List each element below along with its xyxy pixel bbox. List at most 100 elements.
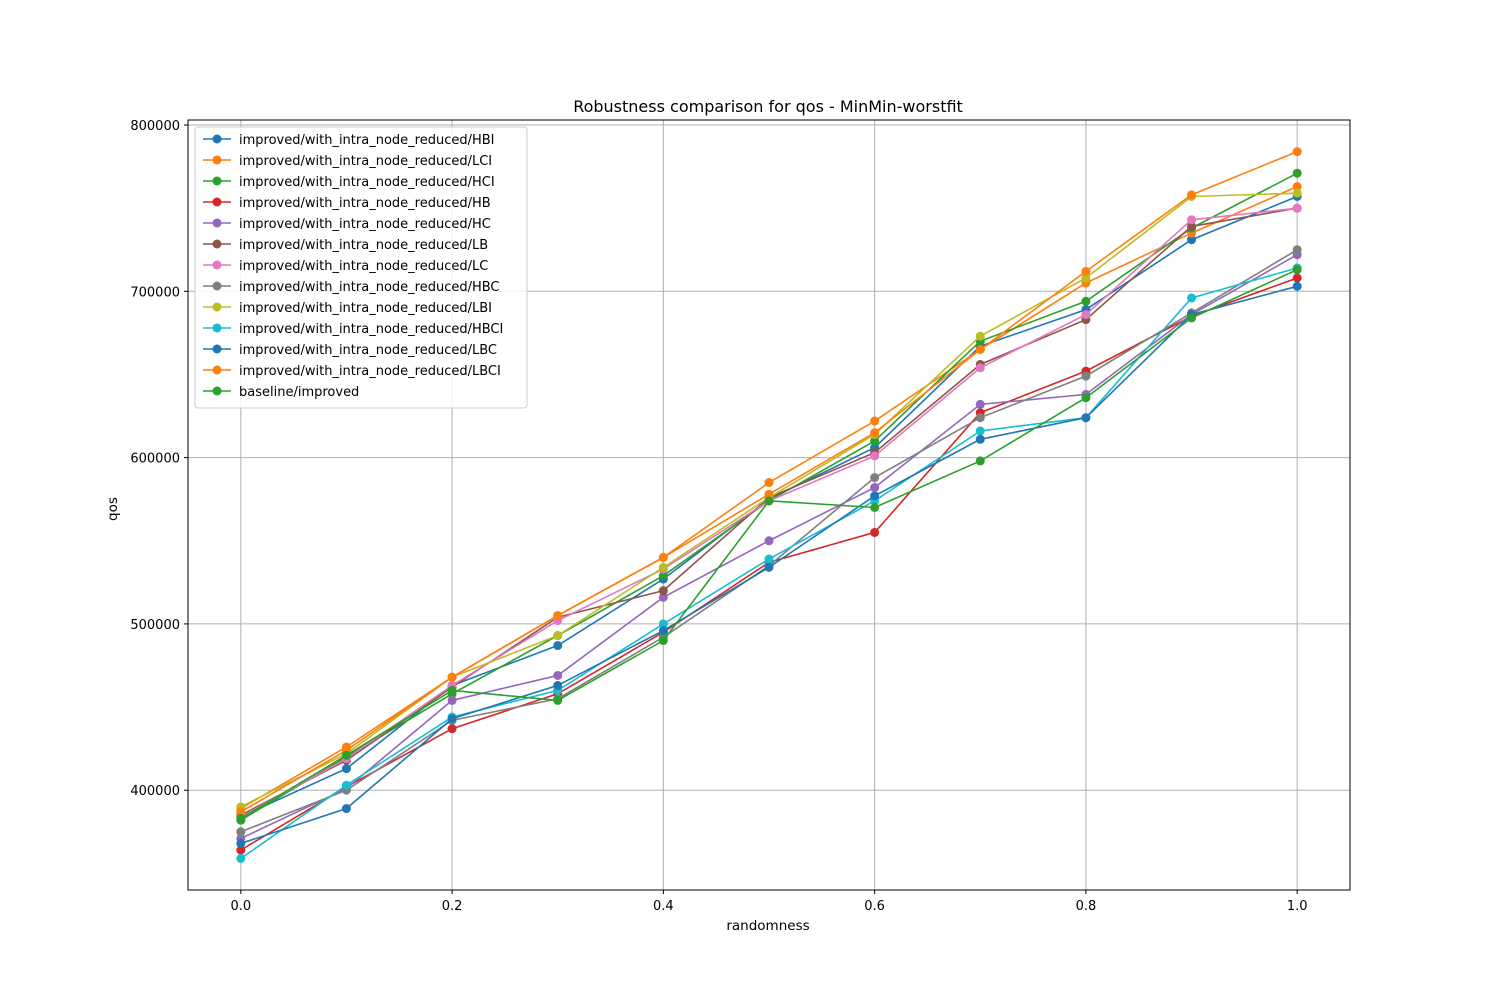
legend-marker bbox=[212, 260, 222, 270]
legend-label: improved/with_intra_node_reduced/LB bbox=[239, 238, 488, 253]
data-point bbox=[341, 764, 351, 774]
data-point bbox=[447, 672, 457, 682]
x-tick-label: 1.0 bbox=[1287, 899, 1308, 914]
data-point bbox=[1292, 182, 1302, 192]
legend-item: improved/with_intra_node_reduced/LBCI bbox=[203, 364, 501, 379]
data-point bbox=[870, 451, 880, 461]
legend-marker bbox=[212, 386, 222, 396]
series-12 bbox=[236, 265, 1302, 823]
data-point bbox=[870, 502, 880, 512]
legend-item: improved/with_intra_node_reduced/LCI bbox=[203, 154, 492, 169]
legend-label: improved/with_intra_node_reduced/LCI bbox=[239, 154, 492, 169]
data-point bbox=[1187, 215, 1197, 225]
y-tick-label: 500000 bbox=[130, 618, 180, 633]
x-tick-label: 0.0 bbox=[230, 899, 251, 914]
legend-marker bbox=[212, 323, 222, 333]
legend-item: improved/with_intra_node_reduced/HCI bbox=[203, 175, 495, 190]
data-point bbox=[975, 345, 985, 355]
data-point bbox=[236, 853, 246, 863]
legend-label: improved/with_intra_node_reduced/LC bbox=[239, 259, 488, 274]
plot-area-frame bbox=[187, 119, 1351, 891]
data-point bbox=[341, 780, 351, 790]
data-point bbox=[447, 714, 457, 724]
data-point bbox=[1081, 310, 1091, 320]
data-point bbox=[1081, 273, 1091, 283]
data-point bbox=[1187, 313, 1197, 323]
data-point bbox=[975, 331, 985, 341]
data-point bbox=[1081, 266, 1091, 276]
data-point bbox=[1292, 273, 1302, 283]
data-point bbox=[1292, 281, 1302, 291]
data-point bbox=[236, 845, 246, 855]
legend-box bbox=[194, 126, 528, 409]
data-point bbox=[341, 750, 351, 760]
legend-item: improved/with_intra_node_reduced/HBCI bbox=[203, 322, 503, 337]
legend-label: improved/with_intra_node_reduced/LBI bbox=[239, 301, 492, 316]
series-10 bbox=[236, 281, 1302, 848]
data-point bbox=[870, 527, 880, 537]
data-point bbox=[553, 641, 563, 651]
y-tick-label: 400000 bbox=[130, 784, 180, 799]
axis-ticks: 0.0 0.2 0.4 0.6 0.8 1.0 400000 500000 600000 7000… bbox=[130, 119, 1307, 914]
data-point bbox=[975, 413, 985, 423]
legend-item: improved/with_intra_node_reduced/LB bbox=[203, 238, 488, 253]
legend-item: improved/with_intra_node_reduced/LC bbox=[203, 259, 488, 274]
data-point bbox=[975, 434, 985, 444]
data-point bbox=[658, 636, 668, 646]
data-point bbox=[975, 426, 985, 436]
data-point bbox=[658, 619, 668, 629]
legend-label: improved/with_intra_node_reduced/HBCI bbox=[239, 322, 503, 337]
data-point bbox=[1292, 245, 1302, 255]
data-point bbox=[764, 562, 774, 572]
legend-item: improved/with_intra_node_reduced/LBC bbox=[203, 343, 497, 358]
data-point bbox=[1187, 190, 1197, 200]
data-point bbox=[658, 592, 668, 602]
data-point bbox=[764, 478, 774, 488]
data-point bbox=[447, 695, 457, 705]
data-point bbox=[658, 552, 668, 562]
data-point bbox=[1081, 393, 1091, 403]
legend-marker bbox=[212, 134, 222, 144]
data-point bbox=[764, 554, 774, 564]
legend-label: improved/with_intra_node_reduced/HC bbox=[239, 217, 491, 232]
data-point bbox=[1292, 188, 1302, 198]
data-point bbox=[236, 838, 246, 848]
legend-item: improved/with_intra_node_reduced/HB bbox=[203, 196, 491, 211]
data-point bbox=[658, 626, 668, 636]
x-axis-label: randomness bbox=[726, 918, 809, 934]
data-point bbox=[553, 611, 563, 621]
legend-marker bbox=[212, 344, 222, 354]
data-point bbox=[1187, 221, 1197, 231]
grid bbox=[188, 120, 1350, 890]
data-point bbox=[764, 536, 774, 546]
legend-label: improved/with_intra_node_reduced/HCI bbox=[239, 175, 495, 190]
legend-marker bbox=[212, 197, 222, 207]
data-point bbox=[975, 456, 985, 466]
data-point bbox=[1292, 147, 1302, 157]
legend-item: improved/with_intra_node_reduced/HBI bbox=[203, 133, 495, 148]
legend-item: improved/with_intra_node_reduced/HC bbox=[203, 217, 491, 232]
y-tick-label: 600000 bbox=[130, 452, 180, 467]
data-point bbox=[1292, 265, 1302, 275]
data-point bbox=[236, 807, 246, 817]
legend-item: improved/with_intra_node_reduced/LBI bbox=[203, 301, 492, 316]
data-point bbox=[447, 685, 457, 695]
data-point bbox=[870, 483, 880, 493]
data-point bbox=[341, 804, 351, 814]
legend-label: improved/with_intra_node_reduced/LBCI bbox=[239, 364, 501, 379]
data-point bbox=[447, 724, 457, 734]
data-point bbox=[975, 363, 985, 373]
x-tick-label: 0.8 bbox=[1076, 899, 1097, 914]
y-axis-label: qos bbox=[105, 497, 121, 521]
data-point bbox=[658, 586, 668, 596]
legend: improved/with_intra_node_reduced/HBIimpr… bbox=[194, 126, 528, 409]
data-point bbox=[870, 473, 880, 483]
series-lines bbox=[236, 147, 1302, 863]
data-point bbox=[764, 489, 774, 499]
data-point bbox=[1081, 413, 1091, 423]
y-tick-label: 700000 bbox=[130, 285, 180, 300]
data-point bbox=[553, 695, 563, 705]
legend-marker bbox=[212, 176, 222, 186]
data-point bbox=[236, 813, 246, 823]
